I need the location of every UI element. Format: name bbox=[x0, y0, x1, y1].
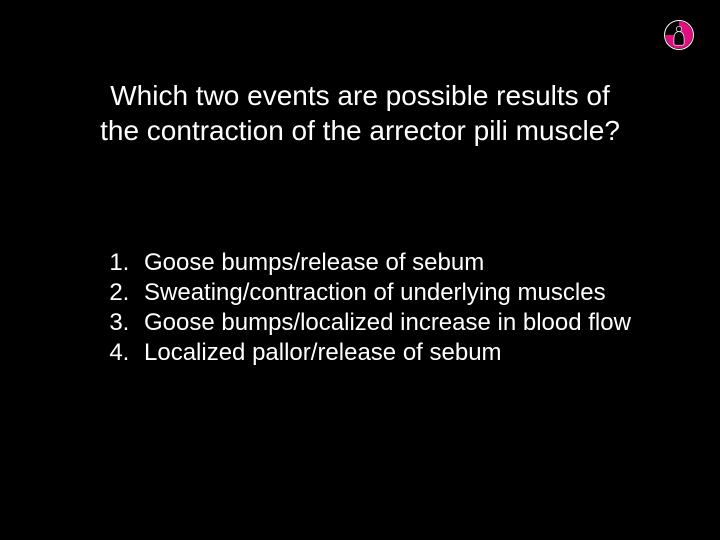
question-line-1: Which two events are possible results of bbox=[110, 80, 610, 111]
answer-item: Goose bumps/localized increase in blood … bbox=[136, 308, 648, 338]
question-line-2: the contraction of the arrector pili mus… bbox=[100, 115, 620, 146]
answer-item: Sweating/contraction of underlying muscl… bbox=[136, 278, 648, 308]
slide: Which two events are possible results of… bbox=[0, 0, 720, 540]
answer-text: Goose bumps/localized increase in blood … bbox=[144, 309, 631, 336]
question-text: Which two events are possible results of… bbox=[0, 78, 720, 148]
answer-item: Goose bumps/release of sebum bbox=[136, 248, 648, 278]
answer-text: Localized pallor/release of sebum bbox=[144, 339, 502, 366]
logo-icon bbox=[662, 18, 696, 52]
answer-text: Sweating/contraction of underlying muscl… bbox=[144, 279, 606, 306]
answer-list: Goose bumps/release of sebum Sweating/co… bbox=[88, 248, 648, 368]
answer-item: Localized pallor/release of sebum bbox=[136, 338, 648, 368]
answer-text: Goose bumps/release of sebum bbox=[144, 249, 484, 276]
